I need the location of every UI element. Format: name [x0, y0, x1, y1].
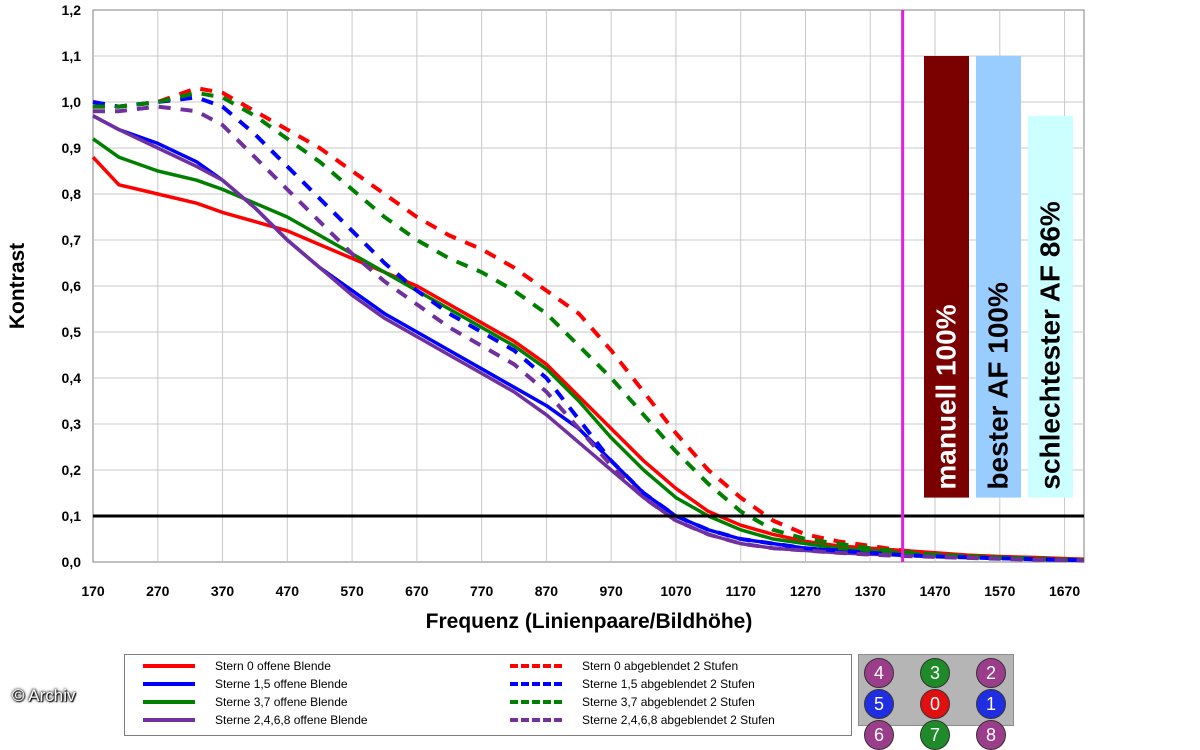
y-tick-label: 1,1 [62, 48, 82, 64]
x-tick-label: 1670 [1049, 583, 1080, 599]
x-tick-label: 1470 [919, 583, 950, 599]
y-tick-label: 0,0 [62, 554, 82, 570]
legend-label: Stern 0 offene Blende [215, 659, 331, 673]
star-marker: 4 [864, 658, 894, 688]
y-tick-label: 0,5 [62, 324, 82, 340]
legend-swatch [510, 682, 562, 686]
y-tick-label: 0,1 [62, 508, 82, 524]
legend-label: Stern 0 abgeblendet 2 Stufen [582, 659, 739, 673]
annotation-bar-label: manuell 100% [931, 304, 962, 489]
legend-swatch [510, 718, 562, 722]
legend-swatch [143, 664, 195, 668]
star-marker: 0 [920, 689, 950, 719]
x-tick-label: 1070 [660, 583, 691, 599]
annotation-bar-label: schlechtester AF 86% [1035, 201, 1066, 490]
x-tick-label: 470 [276, 583, 300, 599]
legend: Stern 0 offene Blende Sterne 1,5 offene B… [124, 654, 852, 736]
reference-lines [93, 10, 1084, 562]
legend-swatch [143, 718, 195, 722]
annotation-bar [976, 56, 1021, 498]
star-marker: 2 [976, 658, 1006, 688]
legend-label: Sterne 1,5 offene Blende [215, 677, 348, 691]
star-marker: 5 [864, 689, 894, 719]
star-marker: 8 [976, 720, 1006, 750]
legend-label: Sterne 1,5 abgeblendet 2 Stufen [582, 677, 755, 691]
tick-labels: 0,0 0,1 0,2 0,3 0,4 0,5 0,6 0,7 0,8 0,9 1,0 1,1 1,2 1… [62, 2, 1081, 599]
y-tick-label: 1,2 [62, 2, 82, 18]
star-marker: 3 [920, 658, 950, 688]
y-tick-label: 0,8 [62, 186, 82, 202]
x-tick-label: 570 [340, 583, 364, 599]
chart-svg: manuell 100% bester AF 100% schlechtester … [6, 2, 1085, 633]
legend-swatch [510, 664, 562, 668]
x-tick-label: 1570 [984, 583, 1015, 599]
star-marker: 7 [920, 720, 950, 750]
y-tick-label: 0,4 [62, 370, 82, 386]
legend-swatch [143, 682, 195, 686]
mtf-chart: manuell 100% bester AF 100% schlechtester … [6, 2, 1085, 633]
y-tick-label: 0,9 [62, 140, 82, 156]
y-tick-label: 0,3 [62, 416, 82, 432]
y-axis-title: Kontrast [6, 243, 29, 329]
legend-label: Sterne 3,7 offene Blende [215, 695, 348, 709]
legend-swatch [510, 700, 562, 704]
x-tick-label: 170 [81, 583, 105, 599]
y-tick-label: 1,0 [62, 94, 82, 110]
y-tick-label: 0,6 [62, 278, 82, 294]
x-tick-label: 970 [599, 583, 623, 599]
x-tick-label: 770 [470, 583, 494, 599]
x-tick-label: 1170 [726, 583, 757, 599]
star-marker: 6 [864, 720, 894, 750]
x-tick-label: 1370 [855, 583, 886, 599]
copyright-notice: © Archiv [12, 686, 76, 705]
star-marker: 1 [976, 689, 1006, 719]
x-tick-label: 370 [211, 583, 235, 599]
x-tick-label: 870 [535, 583, 559, 599]
x-axis-title: Frequenz (Linienpaare/Bildhöhe) [426, 610, 753, 633]
annotation-bars: manuell 100% bester AF 100% schlechtester … [924, 56, 1073, 498]
annotation-bar [924, 56, 969, 498]
legend-label: Sterne 2,4,6,8 offene Blende [215, 713, 368, 727]
annotation-bar-label: bester AF 100% [983, 282, 1014, 490]
legend-swatch [143, 700, 195, 704]
x-tick-label: 670 [405, 583, 429, 599]
legend-label: Sterne 2,4,6,8 abgeblendet 2 Stufen [582, 713, 775, 727]
x-tick-label: 1270 [790, 583, 821, 599]
y-tick-label: 0,2 [62, 462, 82, 478]
y-tick-label: 0,7 [62, 232, 82, 248]
legend-label: Sterne 3,7 abgeblendet 2 Stufen [582, 695, 755, 709]
annotation-bar [1028, 115, 1073, 498]
x-tick-label: 270 [146, 583, 170, 599]
